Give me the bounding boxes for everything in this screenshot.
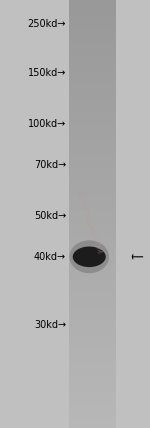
Text: 40kd→: 40kd→ bbox=[34, 252, 66, 262]
Text: 50kd→: 50kd→ bbox=[34, 211, 66, 221]
Text: 30kd→: 30kd→ bbox=[34, 320, 66, 330]
Text: www.PTGLAB.COM: www.PTGLAB.COM bbox=[76, 190, 102, 255]
Text: 100kd→: 100kd→ bbox=[28, 119, 66, 129]
Ellipse shape bbox=[69, 241, 109, 273]
Text: 250kd→: 250kd→ bbox=[27, 18, 66, 29]
Text: 70kd→: 70kd→ bbox=[34, 160, 66, 170]
Text: 150kd→: 150kd→ bbox=[28, 68, 66, 78]
Ellipse shape bbox=[73, 247, 106, 267]
